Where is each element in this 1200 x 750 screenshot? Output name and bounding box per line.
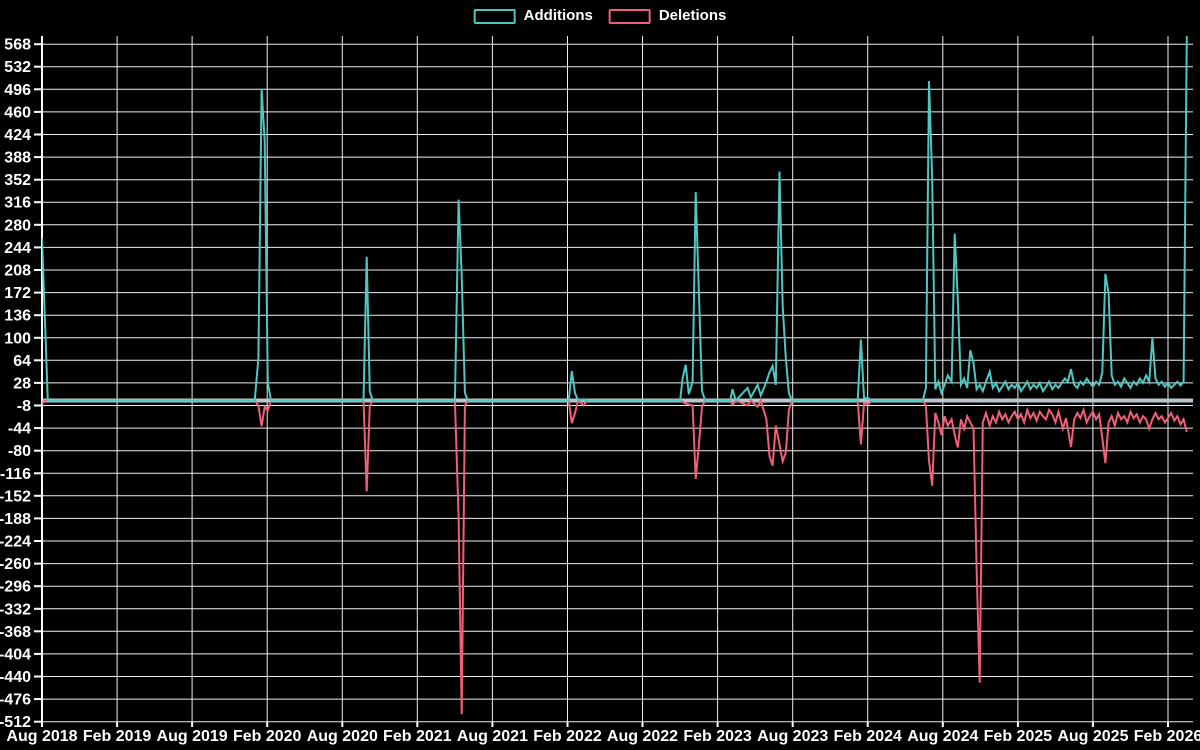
y-tick-label: -260	[0, 556, 31, 573]
x-tick-label: Feb 2024	[833, 728, 902, 745]
x-tick-label: Feb 2026	[1134, 728, 1200, 745]
y-tick-label: 136	[4, 308, 31, 325]
x-tick-label: Aug 2022	[607, 728, 678, 745]
legend-label-additions: Additions	[523, 7, 593, 24]
y-tick-label: -476	[0, 692, 31, 709]
x-tick-label: Aug 2020	[307, 728, 378, 745]
y-tick-label: -152	[0, 488, 31, 505]
y-tick-label: -8	[17, 398, 31, 415]
y-tick-label: -80	[8, 443, 31, 460]
y-tick-label: -116	[0, 466, 31, 483]
y-tick-label: -224	[0, 534, 31, 551]
x-tick-label: Feb 2020	[233, 728, 302, 745]
y-tick-label: 316	[4, 195, 31, 212]
series-line-additions	[42, 36, 1188, 403]
legend-label-deletions: Deletions	[658, 7, 727, 24]
x-tick-label: Feb 2019	[83, 728, 152, 745]
y-tick-label: 28	[13, 375, 31, 392]
additions-swatch-icon	[473, 8, 516, 24]
y-tick-label: 424	[4, 127, 31, 144]
y-tick-label: -44	[8, 421, 31, 438]
y-tick-label: 568	[4, 37, 31, 54]
y-tick-label: -332	[0, 601, 31, 618]
chart-legend: Additions Deletions	[473, 7, 727, 25]
x-tick-label: Feb 2023	[683, 728, 752, 745]
x-tick-label: Feb 2025	[984, 728, 1053, 745]
x-tick-label: Aug 2018	[6, 728, 77, 745]
y-tick-label: -512	[0, 714, 31, 731]
y-tick-label: -440	[0, 669, 31, 686]
legend-item-deletions[interactable]: Deletions	[608, 7, 727, 25]
y-tick-label: 532	[4, 59, 31, 76]
legend-item-additions[interactable]: Additions	[473, 7, 593, 25]
y-tick-label: 64	[13, 353, 31, 370]
series-line-deletions	[42, 397, 1188, 715]
deletions-swatch-icon	[608, 8, 651, 24]
x-tick-label: Feb 2021	[383, 728, 452, 745]
y-tick-label: 496	[4, 82, 31, 99]
y-tick-label: -368	[0, 624, 31, 641]
x-tick-label: Feb 2022	[533, 728, 602, 745]
y-tick-label: 388	[4, 150, 31, 167]
x-tick-label: Aug 2019	[157, 728, 228, 745]
y-tick-label: 244	[4, 240, 31, 257]
y-tick-label: 460	[4, 104, 31, 121]
y-tick-label: -188	[0, 511, 31, 528]
y-tick-label: 352	[4, 172, 31, 189]
y-tick-label: -404	[0, 646, 31, 663]
y-tick-label: -296	[0, 579, 31, 596]
y-tick-label: 280	[4, 217, 31, 234]
x-tick-label: Aug 2024	[907, 728, 978, 745]
y-tick-label: 172	[4, 285, 31, 302]
x-tick-label: Aug 2025	[1057, 728, 1128, 745]
y-tick-label: 208	[4, 263, 31, 280]
x-tick-label: Aug 2021	[457, 728, 528, 745]
y-tick-label: 100	[4, 330, 31, 347]
x-tick-label: Aug 2023	[757, 728, 828, 745]
